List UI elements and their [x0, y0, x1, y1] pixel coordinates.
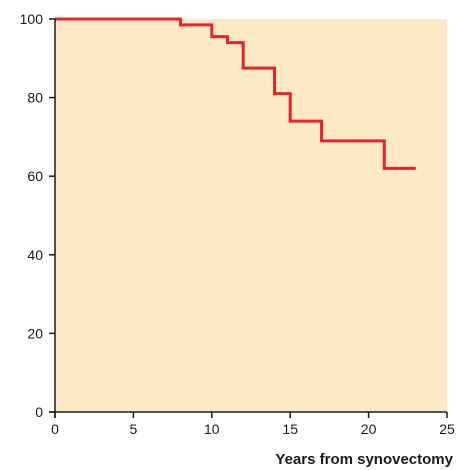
y-tick-label: 0 — [35, 404, 43, 420]
y-tick-label: 40 — [27, 247, 43, 263]
x-tick-label: 10 — [204, 421, 220, 437]
x-tick-label: 5 — [130, 421, 138, 437]
y-tick-label: 80 — [27, 90, 43, 106]
x-tick-label: 0 — [51, 421, 59, 437]
plot-area — [55, 19, 447, 412]
axes — [49, 19, 447, 418]
x-axis-title: Years from synovectomy — [275, 451, 453, 468]
y-tick-label: 60 — [27, 168, 43, 184]
y-tick-label: 20 — [27, 325, 43, 341]
survival-step-line — [55, 17, 416, 170]
x-tick-label: 20 — [361, 421, 377, 437]
y-tick-label: 100 — [20, 11, 44, 27]
series-layer — [55, 17, 416, 170]
x-tick-label: 15 — [282, 421, 298, 437]
x-tick-label: 25 — [439, 421, 455, 437]
axis-ticks: 0 20 40 60 80 100 0 5 10 15 20 25 — [20, 11, 455, 437]
